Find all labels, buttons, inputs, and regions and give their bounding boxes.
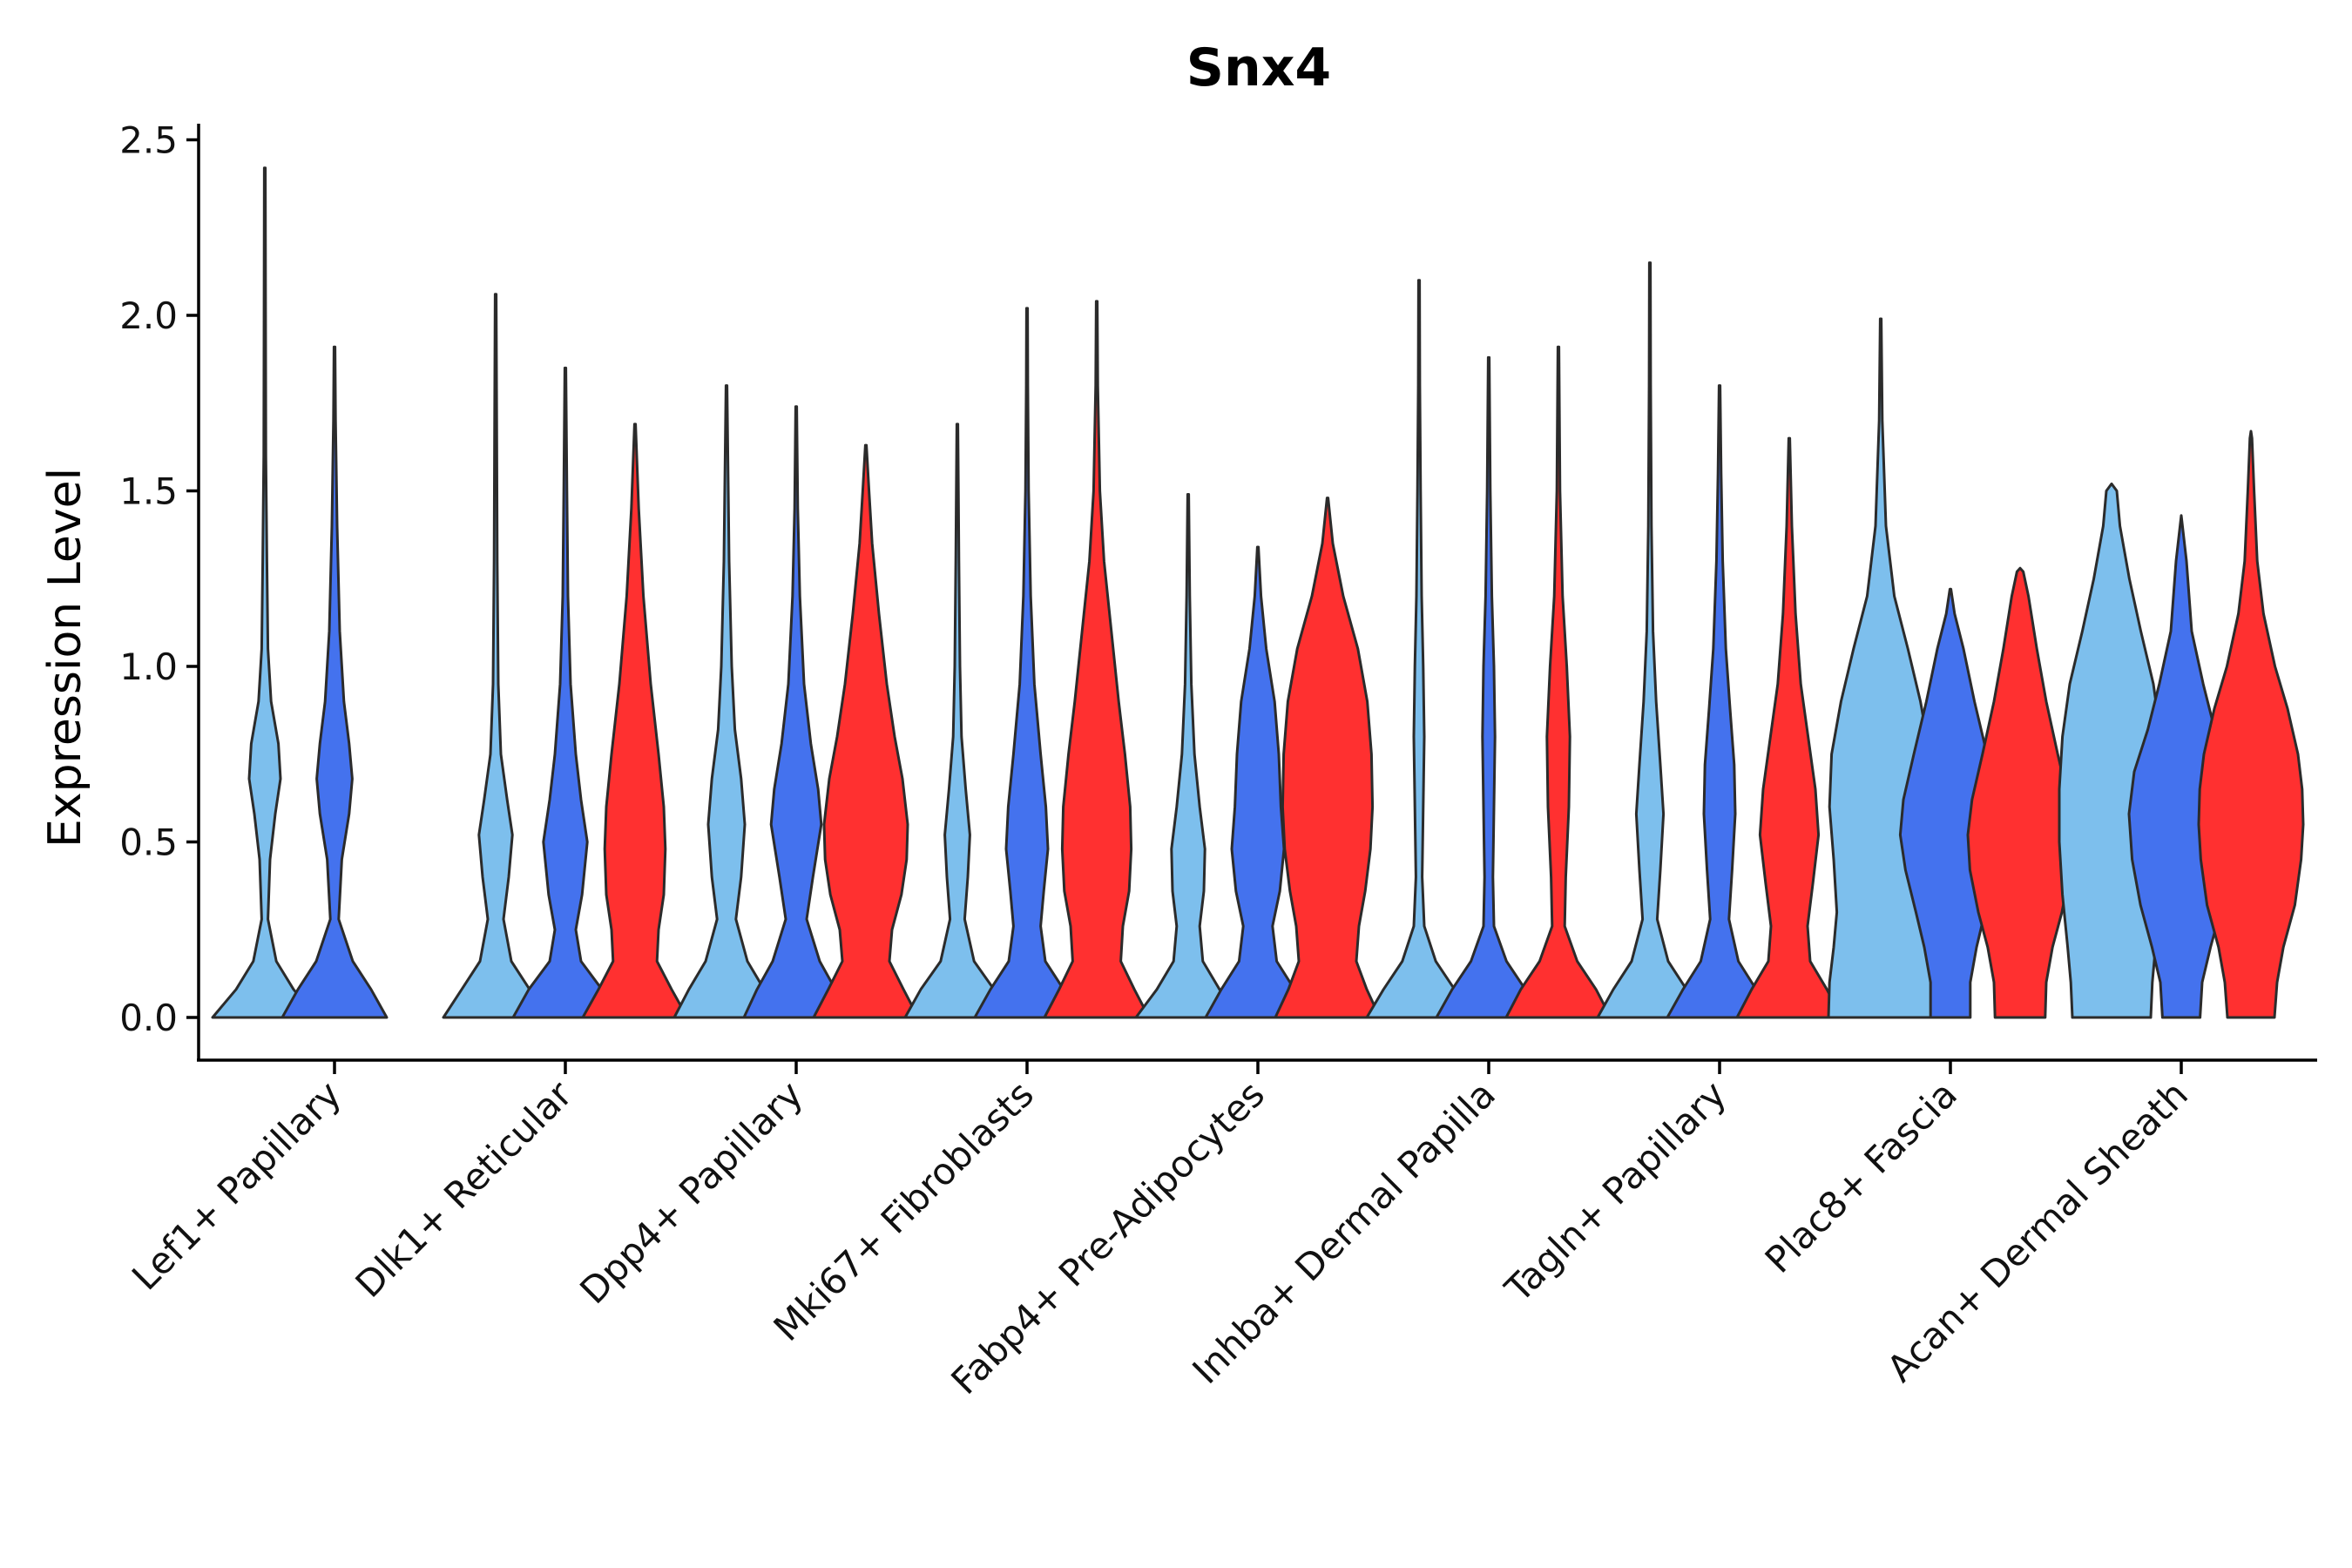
- y-tick-label: 2.0: [119, 294, 178, 337]
- violin-dlk1-reticular-group-2: [511, 366, 619, 1019]
- x-tick-label-dpp4-papillary: Dpp4+ Papillary: [571, 1072, 811, 1312]
- violin-lef1-papillary-group-2: [280, 345, 389, 1019]
- x-tick-label-mki67-fibroblasts: Mki67+ Fibroblasts: [766, 1072, 1042, 1348]
- violin-layer: [211, 166, 2305, 1019]
- chart-title: Snx4: [1186, 37, 1331, 98]
- violin-inhba-dermal-papilla-group-2: [1435, 355, 1543, 1019]
- violin-dpp4-papillary-group-1: [672, 384, 781, 1019]
- violin-mki67-fibroblasts-group-1: [903, 422, 1011, 1019]
- y-tick-label: 1.5: [119, 470, 178, 513]
- x-tick-label-dlk1-reticular: Dlk1+ Reticular: [348, 1072, 581, 1306]
- violin-acan-dermal-sheath-group-3: [2197, 429, 2305, 1019]
- violin-fabp4-pre-adipocytes-group-2: [1204, 545, 1312, 1019]
- violin-dpp4-papillary-group-2: [742, 405, 850, 1019]
- y-tick-label: 1.0: [119, 645, 178, 688]
- violin-inhba-dermal-papilla-group-1: [1365, 279, 1473, 1019]
- violin-plac8-fascia-group-3: [1966, 566, 2074, 1019]
- violin-fabp4-pre-adipocytes-group-1: [1134, 493, 1242, 1019]
- x-tick-label-plac8-fascia: Plac8+ Fascia: [1757, 1072, 1965, 1281]
- y-tick-label: 0.0: [119, 997, 178, 1039]
- y-axis-label: Expression Level: [39, 468, 91, 848]
- violin-mki67-fibroblasts-group-2: [973, 307, 1081, 1019]
- violin-lef1-papillary-group-1: [211, 166, 319, 1019]
- violin-fabp4-pre-adipocytes-group-3: [1274, 497, 1382, 1019]
- y-tick-label: 0.5: [119, 821, 178, 864]
- violin-dlk1-reticular-group-1: [442, 293, 550, 1019]
- violin-dpp4-papillary-group-3: [812, 443, 920, 1019]
- y-tick-label: 2.5: [119, 119, 178, 162]
- violin-tagln-papillary-group-3: [1735, 436, 1843, 1019]
- violin-tagln-papillary-group-1: [1596, 261, 1704, 1019]
- x-tick-label-lef1-papillary: Lef1+ Papillary: [124, 1072, 349, 1298]
- violin-tagln-papillary-group-2: [1666, 384, 1774, 1019]
- x-tick-label-tagln-papillary: Tagln+ Papillary: [1497, 1072, 1734, 1310]
- violin-inhba-dermal-papilla-group-3: [1504, 345, 1612, 1019]
- y-axis-ticks: 0.0 0.5 1.0 1.5 2.0 2.5: [119, 119, 199, 1039]
- violin-dlk1-reticular-group-3: [581, 422, 689, 1019]
- violin-mki67-fibroblasts-group-3: [1043, 300, 1151, 1019]
